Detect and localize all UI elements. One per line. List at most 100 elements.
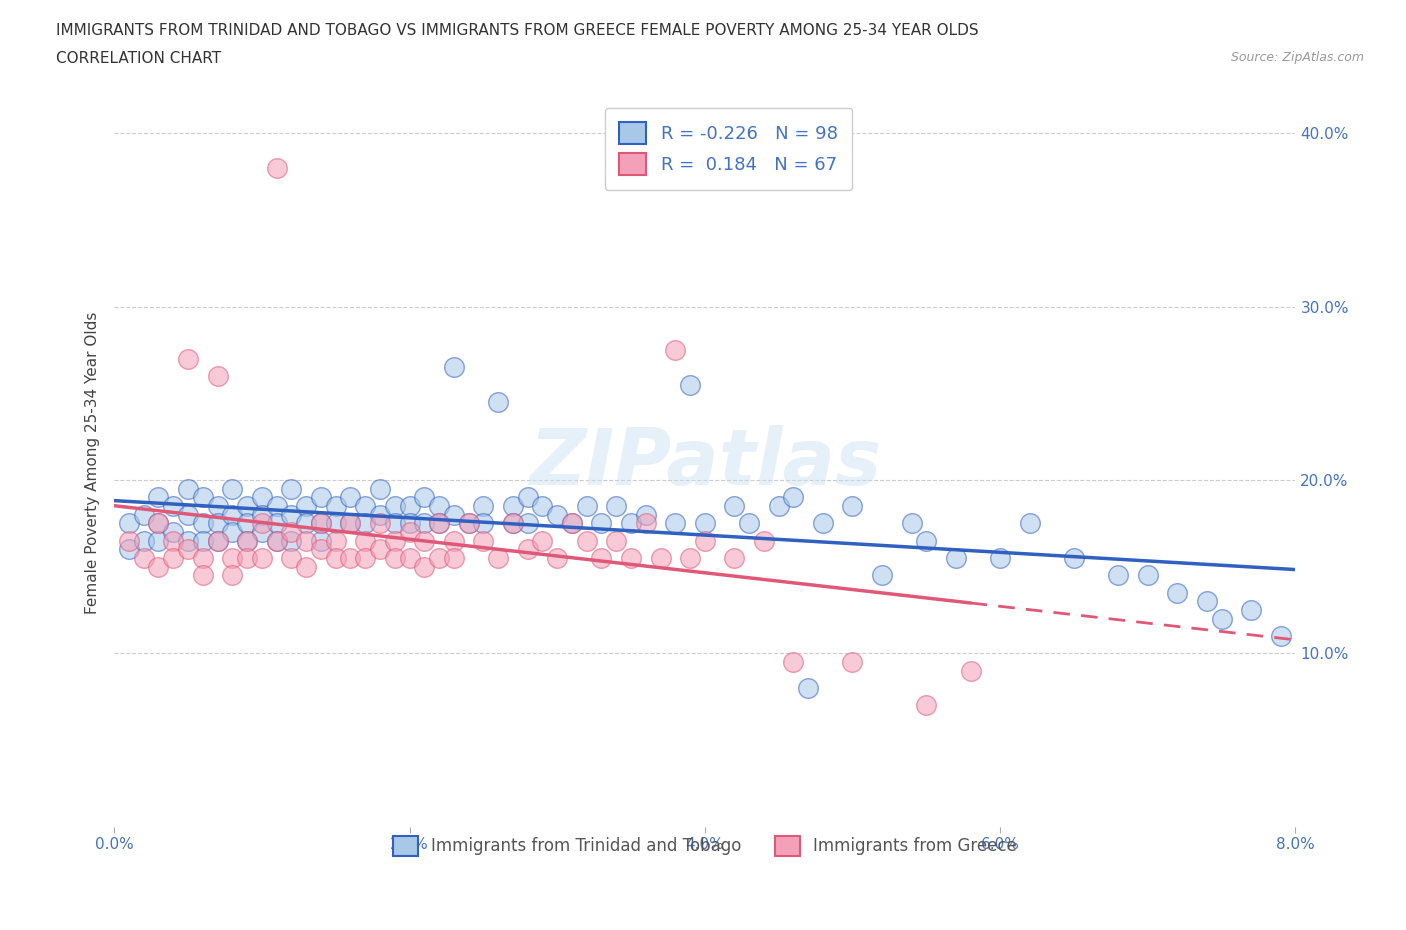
Point xyxy=(148,533,170,548)
Point xyxy=(531,498,554,513)
Text: IMMIGRANTS FROM TRINIDAD AND TOBAGO VS IMMIGRANTS FROM GREECE FEMALE POVERTY AMO: IMMIGRANTS FROM TRINIDAD AND TOBAGO VS I… xyxy=(56,23,979,38)
Point xyxy=(1136,568,1159,583)
Point xyxy=(693,533,716,548)
Point xyxy=(162,533,184,548)
Point xyxy=(472,516,495,531)
Point xyxy=(354,551,377,565)
Point xyxy=(398,498,420,513)
Point xyxy=(443,360,465,375)
Point xyxy=(1063,551,1085,565)
Point xyxy=(1211,611,1233,626)
Point xyxy=(309,490,332,505)
Point xyxy=(368,516,391,531)
Point xyxy=(664,342,686,357)
Point xyxy=(162,525,184,539)
Point xyxy=(236,533,259,548)
Text: CORRELATION CHART: CORRELATION CHART xyxy=(56,51,221,66)
Point xyxy=(723,551,745,565)
Point xyxy=(177,542,200,557)
Point xyxy=(384,533,406,548)
Point xyxy=(413,516,436,531)
Point xyxy=(384,498,406,513)
Point xyxy=(959,663,981,678)
Point xyxy=(236,533,259,548)
Point xyxy=(280,525,302,539)
Point xyxy=(118,516,141,531)
Point xyxy=(148,516,170,531)
Point xyxy=(250,516,273,531)
Point xyxy=(693,516,716,531)
Point xyxy=(295,559,318,574)
Point xyxy=(295,498,318,513)
Point xyxy=(679,551,702,565)
Point xyxy=(502,516,524,531)
Point xyxy=(118,542,141,557)
Point xyxy=(443,507,465,522)
Point xyxy=(443,551,465,565)
Point xyxy=(752,533,775,548)
Point xyxy=(502,516,524,531)
Point xyxy=(325,516,347,531)
Point xyxy=(841,655,863,670)
Point xyxy=(605,533,627,548)
Point xyxy=(575,498,598,513)
Point xyxy=(339,490,361,505)
Point xyxy=(339,551,361,565)
Point xyxy=(591,551,613,565)
Point xyxy=(1107,568,1129,583)
Point xyxy=(266,533,288,548)
Point xyxy=(650,551,672,565)
Point xyxy=(221,525,243,539)
Point xyxy=(148,516,170,531)
Point xyxy=(177,533,200,548)
Point xyxy=(988,551,1011,565)
Point xyxy=(841,498,863,513)
Point xyxy=(457,516,479,531)
Point xyxy=(915,533,938,548)
Point xyxy=(280,533,302,548)
Point xyxy=(266,498,288,513)
Point xyxy=(634,516,657,531)
Point xyxy=(177,481,200,496)
Point xyxy=(207,533,229,548)
Point xyxy=(398,525,420,539)
Point xyxy=(221,568,243,583)
Point xyxy=(427,516,450,531)
Point xyxy=(250,525,273,539)
Point xyxy=(250,551,273,565)
Point xyxy=(280,507,302,522)
Point xyxy=(516,490,538,505)
Legend: Immigrants from Trinidad and Tobago, Immigrants from Greece: Immigrants from Trinidad and Tobago, Imm… xyxy=(380,822,1031,870)
Point xyxy=(368,542,391,557)
Point xyxy=(1240,603,1263,618)
Point xyxy=(634,507,657,522)
Point xyxy=(309,516,332,531)
Point xyxy=(236,498,259,513)
Point xyxy=(605,498,627,513)
Point xyxy=(266,161,288,176)
Point xyxy=(191,516,214,531)
Point xyxy=(427,516,450,531)
Point xyxy=(266,533,288,548)
Point xyxy=(325,533,347,548)
Point xyxy=(1018,516,1040,531)
Point xyxy=(309,533,332,548)
Point xyxy=(486,551,509,565)
Point xyxy=(738,516,761,531)
Point xyxy=(207,516,229,531)
Point xyxy=(354,533,377,548)
Point xyxy=(398,516,420,531)
Y-axis label: Female Poverty Among 25-34 Year Olds: Female Poverty Among 25-34 Year Olds xyxy=(86,312,100,614)
Point xyxy=(620,551,643,565)
Point xyxy=(325,498,347,513)
Point xyxy=(427,551,450,565)
Point xyxy=(531,533,554,548)
Point xyxy=(870,568,893,583)
Point xyxy=(309,516,332,531)
Point xyxy=(443,533,465,548)
Point xyxy=(280,481,302,496)
Point xyxy=(915,698,938,712)
Point xyxy=(132,533,155,548)
Point xyxy=(207,533,229,548)
Point xyxy=(413,533,436,548)
